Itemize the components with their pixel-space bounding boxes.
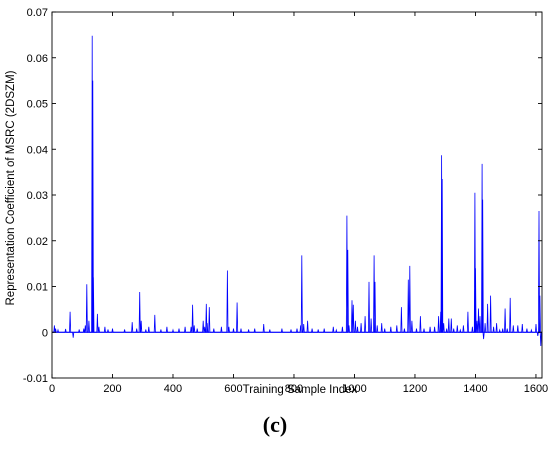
y-tick-label-2: 0.01 [27,282,48,294]
x-tick-label-800: 800 [285,383,303,395]
x-tick-label-1600: 1600 [524,383,548,395]
plot-area: 0 200 400 600 800 1000 1200 1400 1600-0.0100.010… [23,7,548,395]
y-tick-label-3: 0.02 [27,236,48,248]
y-tick-label-5: 0.04 [27,144,48,156]
y-tick-label-4: 0.03 [27,190,48,202]
x-tick-label-200: 200 [103,383,121,395]
y-axis-title: Representation Coefficient of MSRC (2DSZ… [5,70,17,305]
x-tick-label-1200: 1200 [403,383,427,395]
x-tick-label-1000: 1000 [342,383,366,395]
x-axis-title: Training Sample Index [243,384,358,396]
y-tick-label-0: -0.01 [23,373,48,385]
y-tick-label-8: 0.07 [27,7,48,19]
y-tick-label-7: 0.06 [27,53,48,65]
x-tick-label-400: 400 [164,383,182,395]
y-tick-label-1: 0 [42,327,48,339]
x-tick-label-1400: 1400 [463,383,487,395]
x-tick-label-0: 0 [49,383,55,395]
y-tick-label-6: 0.05 [27,99,48,111]
series-line-0 [52,35,542,347]
x-tick-label-600: 600 [224,383,242,395]
panel-label: (c) [262,412,288,437]
